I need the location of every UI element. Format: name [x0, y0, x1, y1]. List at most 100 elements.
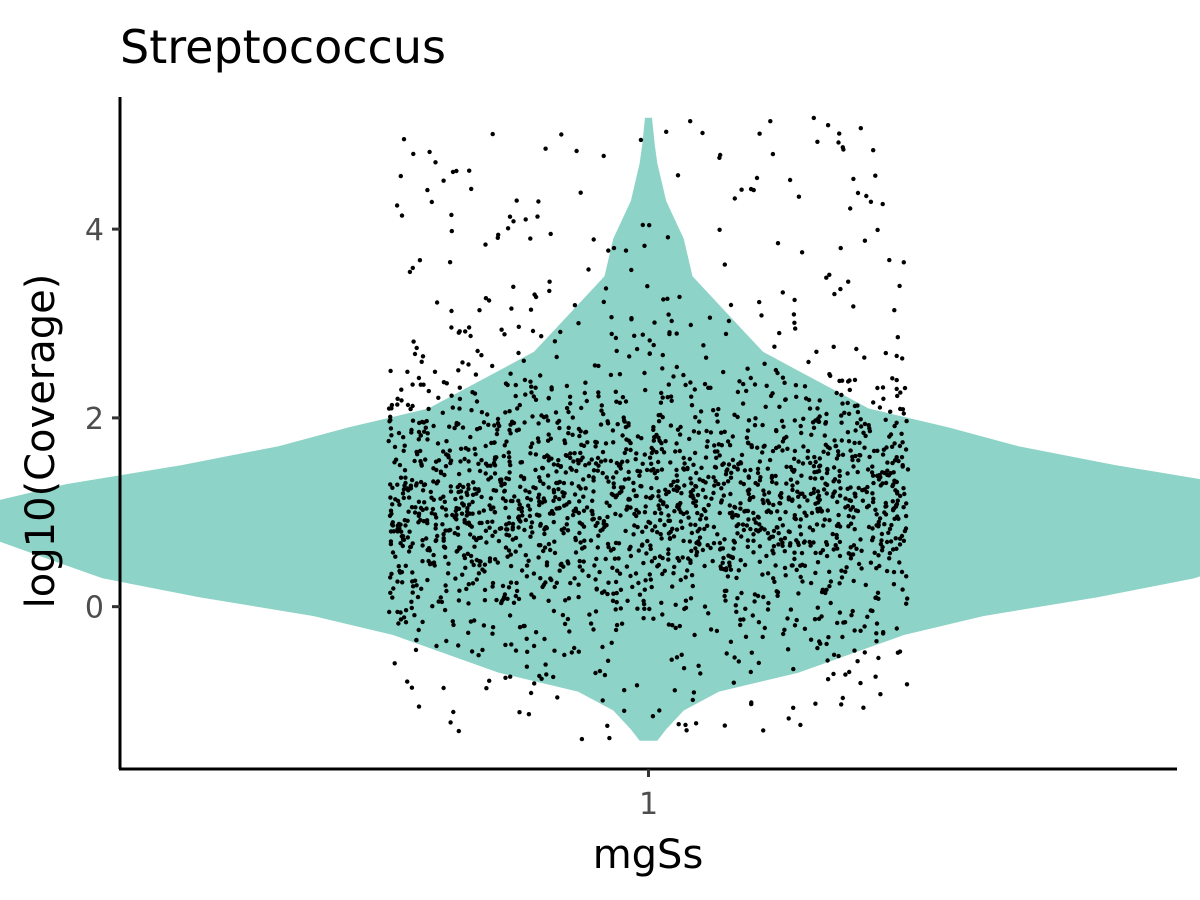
data-point: [606, 479, 611, 484]
data-point: [539, 334, 544, 339]
data-point: [665, 235, 671, 240]
data-point: [777, 404, 782, 409]
data-point: [730, 434, 735, 439]
data-point: [659, 447, 664, 452]
data-point: [436, 458, 442, 463]
data-point: [693, 484, 699, 489]
data-point: [671, 571, 676, 576]
data-point: [497, 477, 503, 482]
data-point: [745, 366, 750, 371]
data-point: [660, 352, 665, 358]
data-point: [688, 380, 693, 385]
data-point: [510, 521, 516, 527]
data-point: [568, 580, 573, 586]
data-point: [673, 602, 678, 607]
data-point: [471, 562, 476, 568]
data-point: [897, 542, 903, 547]
data-point: [840, 145, 845, 150]
data-point: [473, 372, 479, 377]
data-point: [519, 509, 524, 514]
data-point: [711, 541, 717, 546]
data-point: [774, 481, 779, 486]
data-point: [731, 538, 736, 543]
data-point: [403, 563, 408, 568]
data-point: [477, 559, 482, 564]
data-point: [505, 226, 511, 231]
data-point: [753, 480, 758, 486]
data-point: [579, 736, 585, 742]
data-point: [801, 540, 807, 545]
data-point: [784, 481, 789, 486]
data-point: [523, 488, 528, 493]
data-point: [516, 596, 522, 602]
data-point: [433, 522, 439, 527]
data-point: [581, 477, 586, 482]
data-point: [768, 119, 773, 124]
data-point: [742, 468, 748, 473]
data-point: [614, 399, 619, 404]
data-point: [417, 420, 422, 426]
data-point: [548, 547, 553, 553]
data-point: [671, 534, 677, 539]
data-point: [852, 403, 858, 409]
data-point: [605, 723, 610, 728]
data-point: [624, 437, 629, 442]
data-point: [469, 559, 474, 564]
data-point: [675, 478, 680, 484]
data-point: [608, 458, 614, 464]
data-point: [879, 548, 885, 553]
data-point: [391, 529, 396, 534]
data-point: [805, 448, 811, 454]
data-point: [595, 455, 601, 461]
data-point: [887, 556, 892, 561]
data-point: [526, 712, 532, 717]
data-point: [893, 536, 898, 541]
data-point: [871, 400, 876, 405]
data-point: [636, 548, 641, 553]
data-point: [562, 438, 567, 443]
data-point: [583, 380, 588, 385]
data-point: [792, 320, 797, 325]
data-point: [443, 464, 449, 469]
data-point: [739, 452, 745, 458]
data-point: [409, 599, 414, 604]
data-point: [442, 499, 447, 504]
data-point: [441, 532, 446, 537]
data-point: [714, 455, 719, 460]
data-point: [775, 241, 781, 246]
data-point: [787, 177, 793, 183]
data-point: [502, 443, 507, 448]
data-point: [528, 444, 533, 450]
data-point: [782, 380, 787, 385]
data-point: [824, 587, 829, 592]
data-point: [812, 617, 818, 622]
data-point: [791, 312, 797, 317]
data-point: [711, 524, 717, 530]
data-point: [844, 565, 849, 570]
data-point: [389, 571, 394, 576]
data-point: [887, 551, 893, 556]
data-point: [490, 631, 495, 636]
data-point: [886, 530, 891, 535]
data-point: [416, 704, 422, 709]
data-point: [659, 390, 664, 396]
data-point: [819, 476, 825, 481]
data-point: [612, 556, 618, 561]
data-point: [607, 503, 612, 508]
data-point: [542, 636, 547, 642]
data-point: [649, 584, 654, 590]
data-point: [594, 556, 599, 562]
data-point: [466, 486, 471, 491]
data-point: [514, 198, 519, 203]
data-point: [517, 517, 522, 522]
data-point: [428, 489, 433, 495]
data-point: [797, 524, 803, 529]
data-point: [467, 468, 472, 473]
data-point: [697, 419, 702, 424]
data-point: [481, 420, 487, 425]
data-point: [433, 526, 438, 531]
data-point: [545, 438, 551, 443]
data-point: [593, 670, 598, 676]
data-point: [412, 458, 417, 464]
data-point: [487, 678, 492, 683]
